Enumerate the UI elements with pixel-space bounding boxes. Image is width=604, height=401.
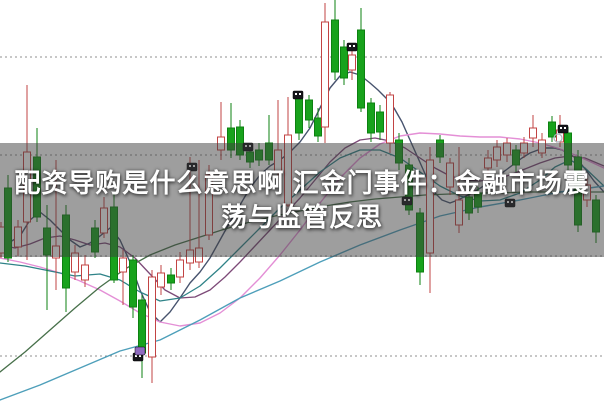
signal-marker-dot — [299, 93, 301, 95]
candle-body — [331, 19, 339, 73]
candle-body — [81, 264, 89, 281]
candle-body — [340, 46, 348, 79]
signal-marker-black — [346, 42, 358, 52]
signal-marker-dot — [349, 45, 351, 47]
candle-body — [529, 127, 537, 139]
candle-body — [295, 97, 303, 134]
candle-body — [321, 21, 329, 128]
candle-body — [348, 54, 356, 71]
candle-body — [314, 117, 322, 137]
candle-body — [138, 299, 146, 354]
candle-body — [148, 276, 156, 358]
signal-marker-dot — [139, 355, 141, 357]
candle-body — [386, 94, 394, 144]
ring-marker — [553, 133, 563, 143]
candle-body — [548, 121, 556, 138]
candle-body — [129, 259, 137, 308]
candle-body — [305, 99, 313, 121]
signal-marker-dot — [295, 93, 297, 95]
candle-body — [176, 259, 184, 278]
signal-marker-black — [292, 90, 304, 100]
candle-body — [167, 274, 175, 284]
candle-body — [157, 272, 165, 288]
signal-marker-black — [557, 124, 569, 134]
signal-marker-dot — [560, 127, 562, 129]
signal-marker-dot — [564, 127, 566, 129]
candle-body — [357, 29, 365, 109]
candle-body — [367, 102, 375, 134]
title-overlay-band: 配资导购是什么意思啊 汇金门事件：金融市场震 荡与监管反思 — [0, 143, 604, 257]
signal-marker-dot — [135, 355, 137, 357]
signal-marker-purple — [134, 346, 146, 356]
headline-line-1: 配资导购是什么意思啊 汇金门事件：金融市场震 — [14, 168, 590, 198]
signal-marker-dot — [353, 45, 355, 47]
candle-body — [376, 111, 384, 133]
headline-line-2: 荡与监管反思 — [220, 202, 383, 232]
candle-body — [119, 257, 127, 273]
